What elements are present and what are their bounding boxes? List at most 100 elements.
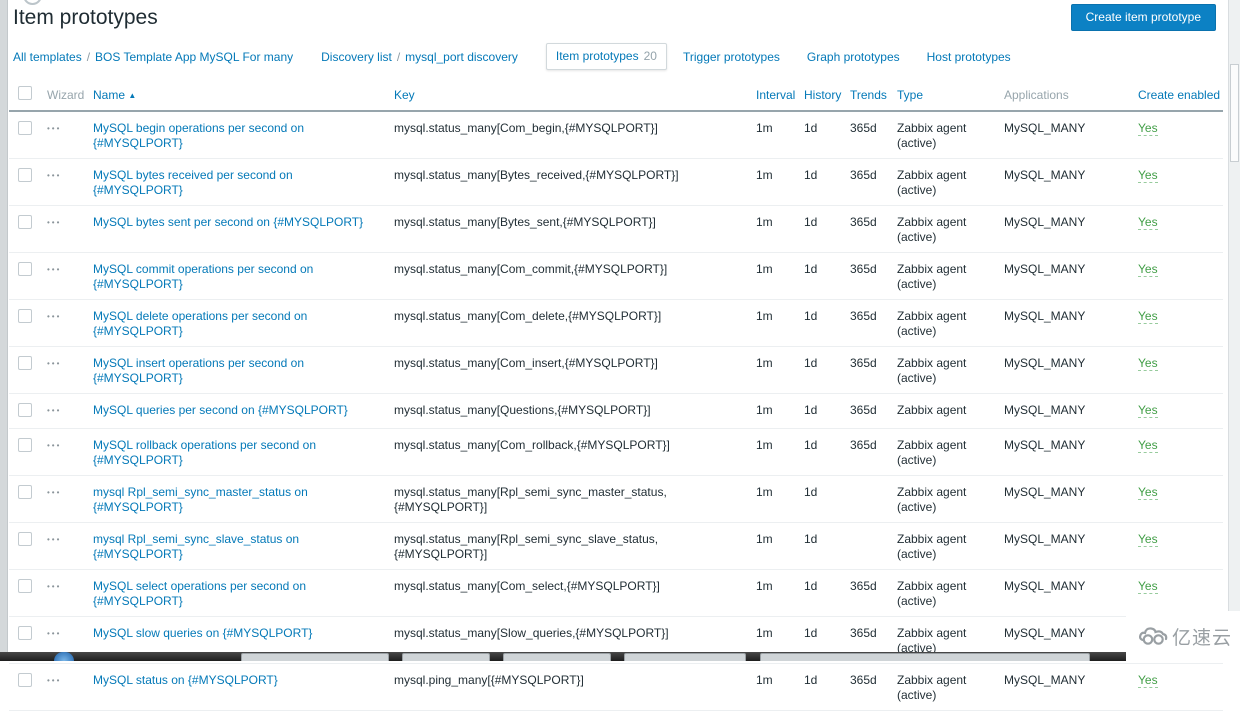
wizard-menu-button[interactable]: ••• bbox=[47, 488, 62, 497]
row-checkbox[interactable] bbox=[18, 262, 32, 276]
column-header-history[interactable]: History bbox=[804, 87, 842, 102]
taskbar-window-button[interactable] bbox=[402, 653, 490, 661]
column-header-interval[interactable]: Interval bbox=[756, 87, 796, 102]
item-interval: 1m bbox=[756, 428, 804, 476]
tab-graph-prototypes[interactable]: Graph prototypes bbox=[806, 49, 900, 64]
create-enabled-toggle[interactable]: Yes bbox=[1138, 356, 1158, 371]
wizard-menu-button[interactable]: ••• bbox=[47, 406, 62, 415]
wizard-menu-button[interactable]: ••• bbox=[47, 218, 62, 227]
item-name-link[interactable]: MySQL delete operations per second on {#… bbox=[93, 309, 308, 338]
row-checkbox[interactable] bbox=[18, 403, 32, 417]
item-applications: MySQL_MANY bbox=[1004, 111, 1138, 159]
create-enabled-toggle[interactable]: Yes bbox=[1138, 579, 1158, 594]
tab-item-prototypes[interactable]: Item prototypes 20 bbox=[545, 43, 667, 70]
column-header-create-enabled[interactable]: Create enabled bbox=[1138, 87, 1221, 102]
item-applications: MySQL_MANY bbox=[1004, 475, 1138, 523]
wizard-menu-button[interactable]: ••• bbox=[47, 124, 62, 133]
create-enabled-toggle[interactable]: Yes bbox=[1138, 309, 1158, 324]
wizard-menu-button[interactable]: ••• bbox=[47, 265, 62, 274]
column-header-name-sort[interactable]: Name ▲ bbox=[93, 88, 136, 102]
item-trends bbox=[850, 475, 897, 523]
item-applications: MySQL_MANY bbox=[1004, 393, 1138, 429]
create-enabled-toggle[interactable]: Yes bbox=[1138, 215, 1158, 230]
wizard-menu-button[interactable]: ••• bbox=[47, 676, 62, 685]
row-checkbox[interactable] bbox=[18, 168, 32, 182]
wizard-menu-button[interactable]: ••• bbox=[47, 359, 62, 368]
row-checkbox[interactable] bbox=[18, 626, 32, 640]
column-header-trends[interactable]: Trends bbox=[850, 87, 887, 102]
scrollbar-thumb[interactable] bbox=[1230, 64, 1239, 162]
page-header: Item prototypes Create item prototype bbox=[9, 0, 1228, 31]
taskbar-window-button[interactable] bbox=[760, 653, 1090, 661]
item-name-link[interactable]: MySQL begin operations per second on {#M… bbox=[93, 121, 305, 150]
row-checkbox[interactable] bbox=[18, 215, 32, 229]
row-checkbox[interactable] bbox=[18, 485, 32, 499]
wizard-menu-button[interactable]: ••• bbox=[47, 171, 62, 180]
item-prototypes-table: Wizard Name ▲ Key Interval History Trend… bbox=[9, 80, 1223, 711]
table-row: ••• MySQL bytes sent per second on {#MYS… bbox=[9, 205, 1223, 253]
left-edge-strip bbox=[0, 0, 8, 661]
start-button-icon[interactable] bbox=[54, 652, 74, 661]
table-row: ••• mysql Rpl_semi_sync_master_status on… bbox=[9, 475, 1223, 523]
taskbar-window-button[interactable] bbox=[241, 653, 389, 661]
item-key: mysql.status_many[Bytes_received,​{#MYSQ… bbox=[394, 158, 756, 206]
create-enabled-toggle[interactable]: Yes bbox=[1138, 673, 1158, 688]
row-checkbox[interactable] bbox=[18, 309, 32, 323]
breadcrumb-template-name[interactable]: BOS Template App MySQL For many bbox=[95, 49, 294, 64]
create-item-prototype-button[interactable]: Create item prototype bbox=[1070, 4, 1216, 31]
row-checkbox[interactable] bbox=[18, 438, 32, 452]
table-row: ••• MySQL begin operations per second on… bbox=[9, 111, 1223, 159]
item-applications: MySQL_MANY bbox=[1004, 522, 1138, 570]
taskbar-window-button[interactable] bbox=[503, 653, 611, 661]
breadcrumb-discovery-list[interactable]: Discovery list bbox=[321, 49, 392, 64]
item-trends: 365d bbox=[850, 663, 897, 711]
item-name-link[interactable]: mysql Rpl_semi_sync_master_status on {#M… bbox=[93, 485, 308, 514]
create-enabled-toggle[interactable]: Yes bbox=[1138, 262, 1158, 277]
item-name-link[interactable]: MySQL queries per second on {#MYSQLPORT} bbox=[93, 403, 348, 417]
table-row: ••• MySQL insert operations per second o… bbox=[9, 346, 1223, 394]
tab-trigger-prototypes[interactable]: Trigger prototypes bbox=[682, 49, 780, 64]
item-name-link[interactable]: MySQL commit operations per second on {#… bbox=[93, 262, 314, 291]
column-header-type[interactable]: Type bbox=[897, 87, 924, 102]
table-row: ••• mysql Rpl_semi_sync_slave_status on … bbox=[9, 522, 1223, 570]
row-checkbox[interactable] bbox=[18, 673, 32, 687]
item-name-link[interactable]: MySQL bytes received per second on {#MYS… bbox=[93, 168, 293, 197]
column-header-key[interactable]: Key bbox=[394, 87, 415, 102]
item-name-link[interactable]: MySQL bytes sent per second on {#MYSQLPO… bbox=[93, 215, 364, 229]
row-checkbox[interactable] bbox=[18, 532, 32, 546]
breadcrumb-discovery-rule[interactable]: mysql_port discovery bbox=[405, 49, 518, 64]
row-checkbox[interactable] bbox=[18, 579, 32, 593]
wizard-menu-button[interactable]: ••• bbox=[47, 582, 62, 591]
wizard-menu-button[interactable]: ••• bbox=[47, 441, 62, 450]
create-enabled-toggle[interactable]: Yes bbox=[1138, 485, 1158, 500]
row-checkbox[interactable] bbox=[18, 121, 32, 135]
item-name-link[interactable]: MySQL rollback operations per second on … bbox=[93, 438, 317, 467]
wizard-menu-button[interactable]: ••• bbox=[47, 629, 62, 638]
wizard-menu-button[interactable]: ••• bbox=[47, 312, 62, 321]
item-name-link[interactable]: mysql Rpl_semi_sync_slave_status on {#MY… bbox=[93, 532, 300, 561]
breadcrumb: All templates / BOS Template App MySQL F… bbox=[9, 31, 1228, 80]
vertical-scrollbar[interactable] bbox=[1228, 0, 1240, 652]
cloud-logo-icon bbox=[1138, 627, 1168, 645]
select-all-checkbox[interactable] bbox=[18, 86, 32, 100]
table-row: ••• MySQL rollback operations per second… bbox=[9, 428, 1223, 476]
table-row: ••• MySQL status on {#MYSQLPORT} mysql.p… bbox=[9, 663, 1223, 711]
item-interval: 1m bbox=[756, 299, 804, 347]
item-name-link[interactable]: MySQL status on {#MYSQLPORT} bbox=[93, 673, 278, 687]
item-name-link[interactable]: MySQL insert operations per second on {#… bbox=[93, 356, 305, 385]
item-name-link[interactable]: MySQL slow queries on {#MYSQLPORT} bbox=[93, 626, 313, 640]
item-type: Zabbix agent (active) bbox=[897, 475, 1004, 523]
create-enabled-toggle[interactable]: Yes bbox=[1138, 403, 1158, 418]
create-enabled-toggle[interactable]: Yes bbox=[1138, 121, 1158, 136]
item-name-link[interactable]: MySQL select operations per second on {#… bbox=[93, 579, 307, 608]
taskbar-window-button[interactable] bbox=[624, 653, 746, 661]
breadcrumb-all-templates[interactable]: All templates bbox=[13, 49, 82, 64]
tab-host-prototypes[interactable]: Host prototypes bbox=[926, 49, 1011, 64]
item-trends: 365d bbox=[850, 393, 897, 429]
item-key: mysql.status_many[Com_begin,​{#MYSQLPORT… bbox=[394, 111, 756, 159]
row-checkbox[interactable] bbox=[18, 356, 32, 370]
wizard-menu-button[interactable]: ••• bbox=[47, 535, 62, 544]
create-enabled-toggle[interactable]: Yes bbox=[1138, 438, 1158, 453]
create-enabled-toggle[interactable]: Yes bbox=[1138, 168, 1158, 183]
create-enabled-toggle[interactable]: Yes bbox=[1138, 532, 1158, 547]
